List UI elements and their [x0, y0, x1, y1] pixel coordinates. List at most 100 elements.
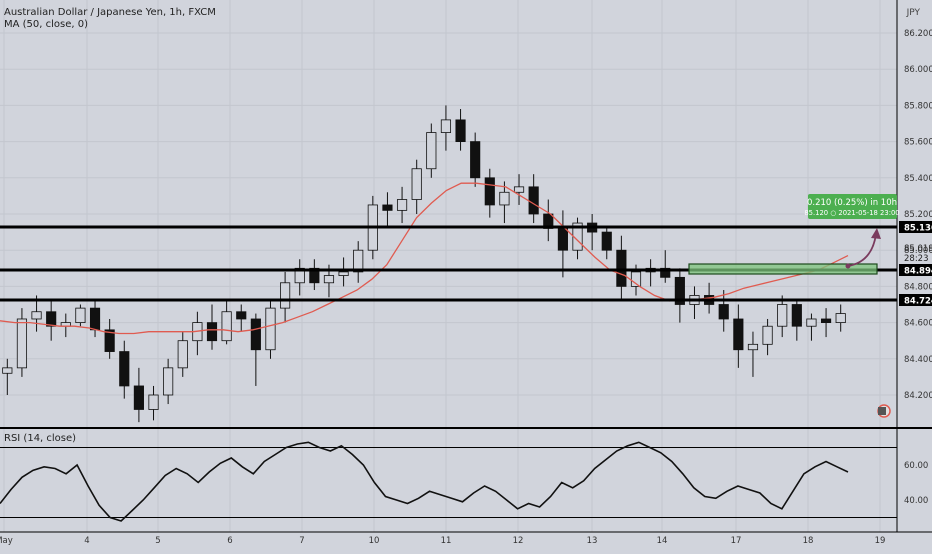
- candle-body: [353, 249, 364, 273]
- time-tick-label: 7: [299, 536, 304, 546]
- time-tick-label: 14: [657, 536, 668, 546]
- candle-body: [75, 307, 86, 323]
- price-tick-label: 84.800: [904, 282, 932, 292]
- rsi-line: [0, 441, 849, 522]
- candle-body: [148, 394, 159, 410]
- chart-title: Australian Dollar / Japanese Yen, 1h, FX…: [4, 7, 216, 18]
- candle-body: [528, 186, 539, 215]
- rsi-legend[interactable]: RSI (14, close): [4, 433, 76, 444]
- current-price-label: 85.019: [904, 244, 932, 254]
- price-tick-label: 85.400: [904, 174, 932, 184]
- price-tick-label: 85.800: [904, 101, 932, 111]
- candle-body: [104, 329, 115, 352]
- price-tick-label: 85.200: [904, 210, 932, 220]
- price-tag-85136-text: 85.136: [904, 224, 932, 234]
- time-tick-label: 12: [513, 536, 524, 546]
- price-tick-label: 85.600: [904, 138, 932, 148]
- candle-body: [674, 276, 685, 305]
- candle-body: [250, 318, 261, 351]
- candle-body: [382, 204, 393, 211]
- time-axis[interactable]: May 4 5 6 7 10 11 12 13 14 17 18 19: [0, 536, 885, 546]
- time-tick-label: May: [0, 536, 13, 546]
- rsi-axis[interactable]: 60.00 40.00: [904, 461, 928, 506]
- candle-body: [133, 385, 144, 410]
- currency-label: JPY: [906, 8, 921, 18]
- candle-body: [718, 304, 729, 320]
- candle-body: [820, 318, 832, 324]
- candle-body: [16, 318, 28, 369]
- candle-body: [396, 199, 408, 211]
- candle-body: [733, 318, 744, 351]
- price-tick-label: 85.000: [904, 246, 932, 256]
- candle-body: [2, 367, 13, 374]
- candle-body: [747, 343, 759, 351]
- projection-arrow[interactable]: [847, 233, 877, 267]
- measure-tooltip-change: 0.210 (0.25%) in 10h: [807, 198, 897, 208]
- time-tick-label: 6: [227, 536, 232, 546]
- price-tick-label: 84.400: [904, 355, 932, 365]
- price-axis[interactable]: 86.200 86.000 85.800 85.600 85.400 85.200 85.0…: [904, 29, 932, 401]
- price-tag-85136: [899, 221, 932, 233]
- price-tag-84724: [899, 294, 932, 306]
- candle-body: [426, 132, 437, 170]
- candle-body: [762, 325, 773, 345]
- candle-body: [791, 304, 802, 327]
- candle-body: [294, 267, 305, 284]
- candle-body: [89, 307, 101, 331]
- grid: [0, 0, 897, 532]
- candle-body: [31, 311, 42, 320]
- candle-body: [338, 271, 349, 276]
- time-tick-label: 13: [587, 536, 598, 546]
- price-tick-label: 86.000: [904, 65, 932, 75]
- candle-body: [309, 267, 320, 284]
- candle-body: [777, 304, 788, 327]
- time-tick-label: 10: [369, 536, 380, 546]
- price-tag-84724-text: 84.724: [904, 297, 932, 307]
- price-tick-label: 84.200: [904, 391, 932, 401]
- bar-countdown-label: 28:23: [904, 254, 929, 264]
- candle-body: [46, 311, 57, 327]
- candle-body: [206, 322, 218, 342]
- candle-body: [455, 119, 466, 142]
- price-tick-label: 86.200: [904, 29, 932, 39]
- price-tick-label: 84.600: [904, 319, 932, 329]
- candle-body: [630, 271, 642, 287]
- candle-body: [177, 340, 188, 369]
- candle-body: [440, 119, 452, 133]
- candle-body: [806, 318, 817, 327]
- layers-icon[interactable]: [878, 407, 886, 415]
- candle-body: [835, 313, 846, 323]
- candle-body: [601, 231, 612, 251]
- candle-body: [470, 141, 481, 179]
- candle-body: [236, 311, 247, 320]
- arrow-head-icon: [871, 228, 881, 239]
- candle-body: [499, 191, 510, 206]
- measure-tooltip-target: 85.120 ○ 2021-05-18 23:00: [804, 209, 899, 217]
- price-tag-84894-text: 84.894: [904, 267, 932, 277]
- arrow-anchor-icon[interactable]: [845, 263, 851, 269]
- ma-legend[interactable]: MA (50, close, 0): [4, 19, 88, 30]
- time-tick-label: 17: [731, 536, 742, 546]
- candle-body: [280, 282, 291, 309]
- rsi-tick-label: 40.00: [904, 496, 928, 506]
- candle-body: [119, 351, 130, 387]
- candle-body: [484, 177, 495, 206]
- time-tick-label: 19: [875, 536, 886, 546]
- candle-body: [265, 307, 276, 351]
- candle-body: [513, 186, 525, 193]
- candle-body: [411, 168, 422, 200]
- candle-body: [163, 367, 174, 396]
- candle-body: [323, 275, 335, 284]
- candle-body: [616, 249, 627, 287]
- time-tick-label: 11: [441, 536, 452, 546]
- measure-tooltip: [808, 194, 897, 219]
- candle-body: [221, 311, 232, 342]
- price-tag-84894: [899, 264, 932, 276]
- time-tick-label: 4: [84, 536, 89, 546]
- rsi-tick-label: 60.00: [904, 461, 928, 471]
- time-tick-label: 5: [155, 536, 160, 546]
- demand-zone-rectangle[interactable]: [688, 263, 878, 275]
